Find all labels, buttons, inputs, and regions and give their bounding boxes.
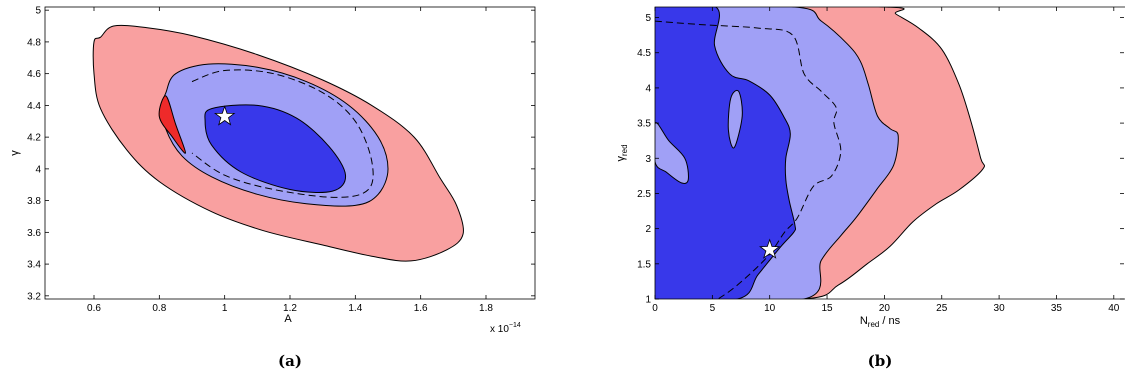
panel-a-ticks: 0.6 0.8 1 1.2 1.4 1.6 1.8 3.2 3.4 3.6 3.8 4 4.2 4.4 4.… xyxy=(27,6,535,314)
panel-a-xtick-label-5: 1.6 xyxy=(414,303,428,314)
panel-b-ylabel: γred xyxy=(615,144,629,161)
panel-a-x-multiplier-exp: −14 xyxy=(509,322,521,329)
panel-b-frame xyxy=(654,6,1125,300)
panel-b-xtick-label-0: 0 xyxy=(652,303,658,314)
panel-b-xlabel-suffix: / ns xyxy=(879,315,900,327)
panel-a-xtick-label-3: 1.2 xyxy=(283,303,297,314)
panel-a: 0.6 0.8 1 1.2 1.4 1.6 1.8 3.2 3.4 3.6 3.8 4 4.2 4.4 4.… xyxy=(9,6,536,370)
panel-b-ytick-label-5: 3.5 xyxy=(637,119,651,130)
panel-a-x-multiplier: x 10−14 xyxy=(490,322,521,335)
panel-a-ylabel: γ xyxy=(9,150,21,156)
panel-b-xlabel-sub: red xyxy=(868,320,880,329)
panel-a-ytick-label-0: 3.2 xyxy=(27,291,41,302)
panel-b-ytick-label-8: 5 xyxy=(645,13,651,24)
panel-a-xtick-label-0: 0.6 xyxy=(87,303,101,314)
panel-b-ytick-label-6: 4 xyxy=(645,83,651,94)
panel-b-ytick-label-3: 2.5 xyxy=(637,189,651,200)
panel-b-xtick-label-6: 30 xyxy=(994,303,1006,314)
panel-b-dashed-contour xyxy=(655,20,842,299)
panel-b-region-inner-2 xyxy=(655,7,797,299)
panel-a-ytick-label-8: 4.8 xyxy=(27,37,41,48)
panel-b-ytick-label-1: 1.5 xyxy=(637,259,651,270)
panel-a-region-dark_red-2 xyxy=(158,95,186,154)
panel-a-xtick-label-1: 0.8 xyxy=(152,303,166,314)
panel-b-ytick-label-2: 2 xyxy=(645,224,651,235)
panel-a-label: (a) xyxy=(278,352,302,370)
panel-a-xlabel: A xyxy=(284,313,292,325)
panel-a-ytick-label-7: 4.6 xyxy=(27,69,41,80)
panel-b-xlabel-main: N xyxy=(860,315,868,327)
panel-a-regions xyxy=(92,24,464,262)
panel-a-ytick-label-5: 4.2 xyxy=(27,133,41,144)
panel-b-xtick-label-7: 35 xyxy=(1051,303,1063,314)
panel-a-xtick-label-2: 1 xyxy=(222,303,228,314)
panel-a-region-inner-3 xyxy=(204,104,347,193)
panel-b-region-middle-3 xyxy=(655,122,689,184)
panel-b-xtick-label-8: 40 xyxy=(1108,303,1120,314)
panel-b-ytick-label-4: 3 xyxy=(645,154,651,165)
panel-b-xtick-label-2: 10 xyxy=(764,303,776,314)
panel-b-xtick-label-1: 5 xyxy=(710,303,716,314)
panel-b-ylabel-sub: red xyxy=(620,144,629,156)
panel-b-star-marker xyxy=(759,238,781,259)
panel-b-ytick-label-0: 1 xyxy=(645,295,651,306)
panel-b-xtick-label-3: 15 xyxy=(821,303,833,314)
panel-b-xtick-label-5: 25 xyxy=(936,303,948,314)
panel-a-star-marker xyxy=(214,105,236,126)
panel-a-xtick-label-4: 1.4 xyxy=(348,303,362,314)
panel-a-dashed-contour xyxy=(191,69,374,198)
panel-b-regions xyxy=(655,7,985,299)
panel-b-ytick-label-7: 4.5 xyxy=(637,48,651,59)
panel-b-xlabel: Nred / ns xyxy=(860,315,901,329)
panel-a-ytick-label-2: 3.6 xyxy=(27,228,41,239)
panel-a-x-multiplier-base: x 10 xyxy=(490,324,509,335)
panel-b-ylabel-main: γ xyxy=(615,156,627,162)
panel-b-label: (b) xyxy=(868,352,893,370)
panel-b-ticks: 0 5 10 15 20 25 30 35 40 1 1.5 2 2.5 3 3.5 4 4.5 5 xyxy=(637,7,1124,314)
panel-b-xtick-label-4: 20 xyxy=(879,303,891,314)
panel-a-ytick-label-9: 5 xyxy=(35,6,41,17)
panel-a-ytick-label-1: 3.4 xyxy=(27,260,41,271)
panel-a-ytick-label-4: 4 xyxy=(35,164,41,175)
panel-b-region-middle-4 xyxy=(727,89,743,149)
panel-a-xtick-label-6: 1.8 xyxy=(479,303,493,314)
panel-a-ytick-label-3: 3.8 xyxy=(27,196,41,207)
panel-a-ytick-label-6: 4.4 xyxy=(27,101,41,112)
panel-b: 0 5 10 15 20 25 30 35 40 1 1.5 2 2.5 3 3.5 4 4.5 5 Nred /… xyxy=(615,6,1125,370)
